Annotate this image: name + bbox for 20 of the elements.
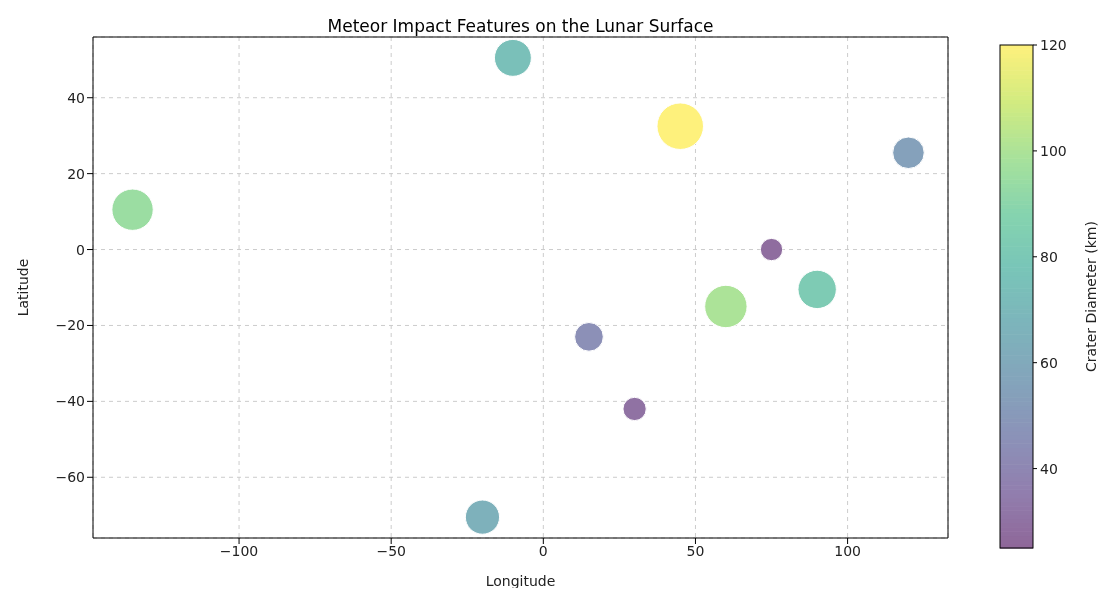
color-bar-label: 80 (1040, 248, 1058, 265)
y-tick-label: 20 (67, 165, 85, 182)
y-tick-label: −20 (55, 317, 85, 334)
color-bar-label: 120 (1040, 37, 1067, 53)
y-tick-label: −60 (55, 469, 85, 486)
y-tick-label: 40 (67, 89, 85, 106)
x-tick-label: 50 (686, 542, 705, 559)
color-bar-label: 40 (1040, 460, 1058, 477)
x-tick-label: 0 (538, 542, 548, 559)
y-tick-label: −40 (55, 393, 85, 410)
x-axis-title: Longitude (485, 573, 556, 589)
color-bar-title: Crater Diameter (km) (1083, 221, 1099, 372)
x-tick-label: −50 (376, 542, 406, 559)
chart-title: Meteor Impact Features on the Lunar Surface (326, 16, 715, 36)
x-tick-label: −100 (219, 542, 259, 559)
x-tick-label: 100 (834, 542, 861, 559)
y-tick-label: 0 (76, 241, 85, 258)
color-bar-label: 100 (1040, 142, 1067, 159)
y-axis-title: Latitude (14, 258, 31, 317)
color-bar-label: 60 (1040, 354, 1058, 371)
